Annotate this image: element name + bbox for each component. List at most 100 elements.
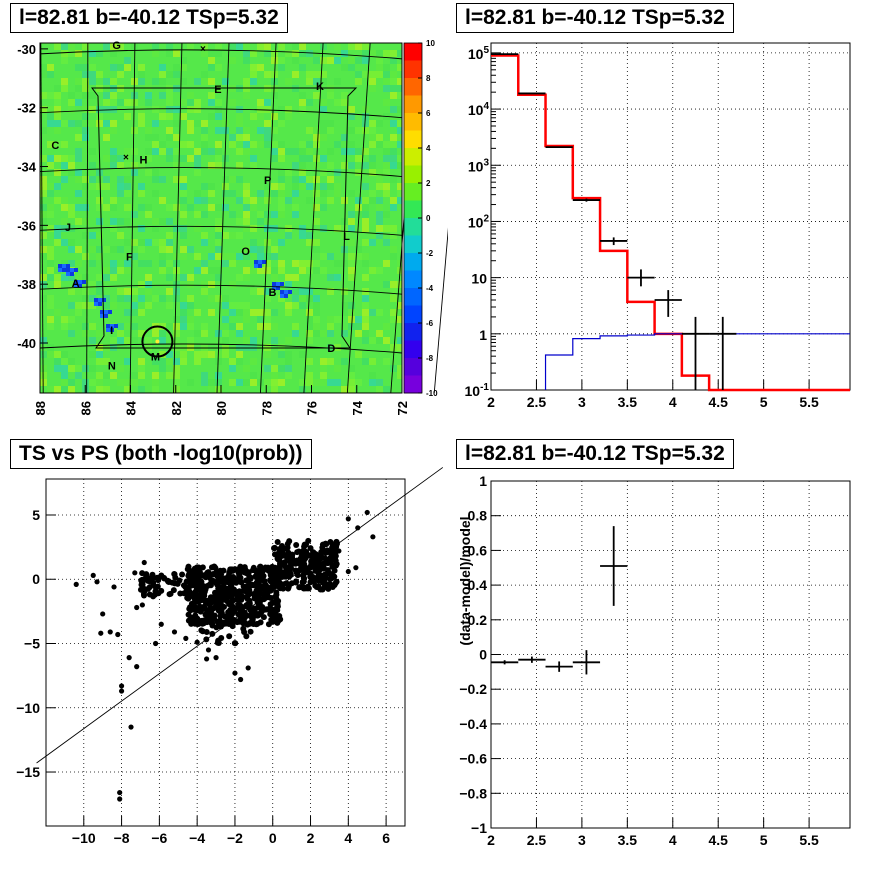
heatmap-cell — [257, 246, 264, 253]
heatmap-cell — [208, 57, 215, 64]
cluster-point — [308, 558, 315, 565]
heatmap-cell — [278, 169, 285, 176]
heatmap-cell — [271, 246, 278, 253]
heatmap-cell — [215, 99, 222, 106]
cluster-point — [275, 571, 282, 578]
heatmap-cell — [313, 204, 320, 211]
heatmap-cell — [369, 134, 376, 141]
cluster-point — [290, 558, 297, 565]
heatmap-cell — [292, 330, 299, 337]
heatmap-cell — [194, 197, 201, 204]
cluster-point — [190, 576, 197, 583]
y-tick-label: 1 — [479, 327, 487, 343]
heatmap-cell — [75, 309, 82, 316]
heatmap-cell — [40, 127, 47, 134]
heatmap-cell — [208, 50, 215, 57]
heatmap-cell — [114, 324, 118, 328]
heatmap-cell — [292, 176, 299, 183]
scatter-point — [330, 553, 336, 559]
heatmap-cell — [362, 274, 369, 281]
heatmap-cell — [131, 211, 138, 218]
heatmap-cell — [138, 330, 145, 337]
heatmap-cell — [124, 148, 131, 155]
heatmap-cell — [383, 50, 390, 57]
heatmap-cell — [397, 337, 402, 344]
coordinate-grid-line — [40, 42, 44, 394]
heatmap-cell — [103, 358, 110, 365]
heatmap-cell — [124, 386, 131, 393]
source-label: I — [110, 325, 113, 337]
heatmap-cell — [47, 267, 54, 274]
heatmap-cell — [355, 57, 362, 64]
heatmap-cell — [341, 92, 348, 99]
heatmap-cell — [348, 316, 355, 323]
scatter-point — [90, 572, 96, 578]
scatter-point — [158, 621, 164, 627]
heatmap-cell — [271, 267, 278, 274]
heatmap-cell — [397, 372, 402, 379]
heatmap-cell — [376, 71, 383, 78]
cluster-point — [262, 606, 269, 613]
x-tick-label: 2.5 — [527, 394, 547, 410]
heatmap-cell — [201, 330, 208, 337]
heatmap-cell — [271, 190, 278, 197]
heatmap-cell — [152, 239, 159, 246]
counts-spectrum-chart: 10-1 1 10 102 103 104 105 2 2.5 3 3.5 4 4.5 5 5.5 — [465, 42, 851, 410]
coordinate-grid-line — [303, 42, 324, 394]
colorbar-tick-label: 4 — [426, 144, 431, 153]
heatmap-cell — [348, 64, 355, 71]
scatter-point — [118, 688, 125, 694]
heatmap-cell — [40, 246, 47, 253]
heatmap-cell — [250, 358, 257, 365]
heatmap-cell — [94, 302, 98, 306]
heatmap-cell — [229, 134, 236, 141]
cluster-point — [230, 586, 237, 593]
heatmap-cell — [82, 280, 86, 284]
heatmap-cell — [180, 246, 187, 253]
heatmap-cell — [236, 43, 243, 50]
heatmap-cell — [348, 190, 355, 197]
y-tick-label: 103 — [468, 157, 490, 174]
heatmap-cell — [54, 309, 61, 316]
heatmap-cell — [61, 78, 68, 85]
heatmap-cell — [250, 239, 257, 246]
heatmap-cell — [201, 211, 208, 218]
heatmap-cell — [62, 268, 66, 272]
heatmap-cell — [194, 162, 201, 169]
heatmap-cell — [306, 239, 313, 246]
heatmap-cell — [89, 281, 96, 288]
cluster-point — [274, 614, 281, 621]
heatmap-cell — [40, 253, 47, 260]
heatmap-cell — [103, 302, 110, 309]
cluster-point — [244, 583, 251, 590]
heatmap-cell — [40, 274, 47, 281]
heatmap-cell — [187, 92, 194, 99]
heatmap-cell — [285, 169, 292, 176]
heatmap-cell — [369, 197, 376, 204]
heatmap-cell — [390, 281, 397, 288]
heatmap-cell — [187, 155, 194, 162]
heatmap-cell — [334, 190, 341, 197]
heatmap-cell — [306, 155, 313, 162]
heatmap-cell — [131, 323, 138, 330]
cluster-point — [271, 545, 278, 552]
heatmap-cell — [355, 78, 362, 85]
heatmap-cell — [96, 218, 103, 225]
heatmap-cell — [229, 358, 236, 365]
heatmap-cell — [166, 106, 173, 113]
coordinate-grid-line — [39, 284, 403, 295]
heatmap-cell — [383, 386, 390, 393]
heatmap-cell — [285, 274, 292, 281]
heatmap-cell — [110, 99, 117, 106]
heatmap-cell — [306, 148, 313, 155]
cluster-point — [293, 569, 300, 576]
heatmap-cell — [334, 183, 341, 190]
y-tick-label: 0 — [32, 571, 40, 587]
heatmap-cell — [194, 148, 201, 155]
x-tick-label: 4.5 — [708, 394, 728, 410]
heatmap-cell — [104, 314, 108, 318]
y-tick-label: 0 — [479, 647, 487, 663]
colorbar-segment — [404, 340, 422, 359]
heatmap-cell — [341, 134, 348, 141]
heatmap-cell — [243, 197, 250, 204]
